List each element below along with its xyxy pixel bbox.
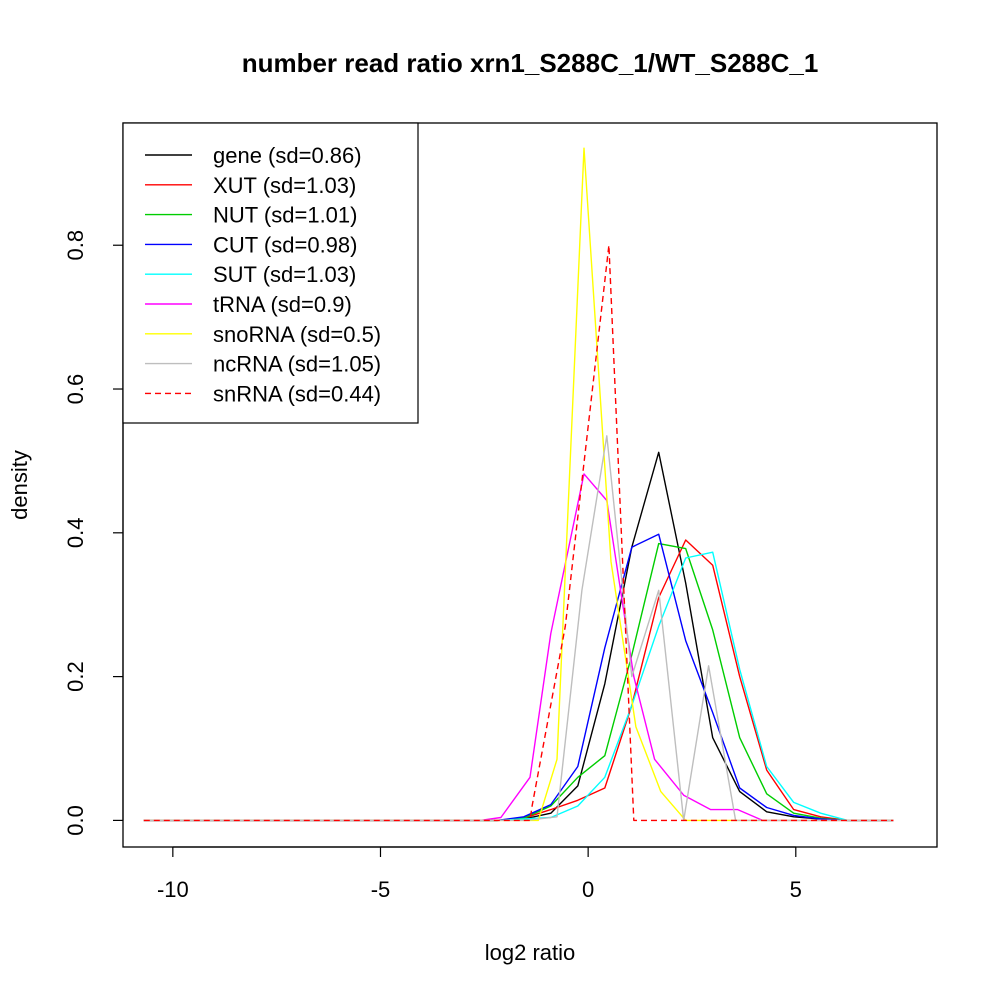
x-tick-label: -5 bbox=[371, 877, 391, 902]
legend-box bbox=[122, 122, 419, 424]
y-tick-label: 0.0 bbox=[63, 805, 88, 836]
legend-label: snoRNA (sd=0.5) bbox=[213, 322, 381, 347]
series-line-1 bbox=[143, 451, 894, 822]
x-axis: -10 -5 0 5 bbox=[157, 846, 802, 902]
legend-label: SUT (sd=1.03) bbox=[213, 262, 356, 287]
y-tick-label: 0.4 bbox=[63, 518, 88, 549]
y-tick-label: 0.6 bbox=[63, 374, 88, 405]
x-tick-label: -10 bbox=[157, 877, 189, 902]
legend-label: tRNA (sd=0.9) bbox=[213, 292, 352, 317]
series-line-5 bbox=[143, 551, 894, 822]
series-layer bbox=[143, 147, 894, 822]
series-line-8 bbox=[143, 435, 894, 822]
legend-label: snRNA (sd=0.44) bbox=[213, 381, 381, 406]
series-line-3 bbox=[143, 542, 894, 822]
y-axis-label: density bbox=[7, 450, 32, 520]
legend-label: ncRNA (sd=1.05) bbox=[213, 352, 381, 377]
series-line-2 bbox=[143, 539, 894, 822]
legend-label: NUT (sd=1.01) bbox=[213, 203, 357, 228]
series-line-9 bbox=[143, 244, 894, 822]
legend-label: gene (sd=0.86) bbox=[213, 143, 362, 168]
x-tick-label: 0 bbox=[582, 877, 594, 902]
series-line-4 bbox=[143, 533, 894, 822]
y-axis: 0.0 0.2 0.4 0.6 0.8 bbox=[63, 230, 124, 836]
series-line-7 bbox=[143, 147, 894, 822]
legend-label: CUT (sd=0.98) bbox=[213, 232, 357, 257]
chart-title: number read ratio xrn1_S288C_1/WT_S288C_… bbox=[242, 48, 819, 78]
series-line-6 bbox=[143, 473, 894, 822]
x-axis-label: log2 ratio bbox=[485, 940, 576, 965]
y-tick-label: 0.8 bbox=[63, 230, 88, 261]
legend: gene (sd=0.86) XUT (sd=1.03) NUT (sd=1.01)… bbox=[122, 122, 419, 424]
x-tick-label: 5 bbox=[790, 877, 802, 902]
y-tick-label: 0.2 bbox=[63, 661, 88, 692]
legend-label: XUT (sd=1.03) bbox=[213, 173, 356, 198]
